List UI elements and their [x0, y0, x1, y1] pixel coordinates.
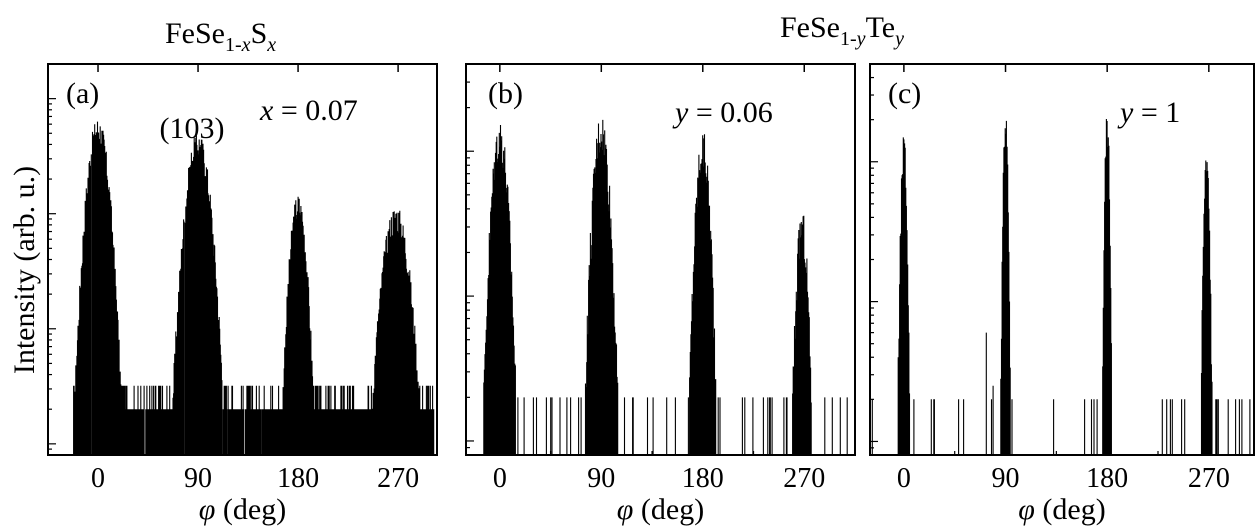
- title-right: FeSe1-yTey: [780, 11, 904, 50]
- panel-label: (b): [488, 77, 523, 110]
- x-axis-label: φ (deg): [1018, 493, 1105, 526]
- plot-frame: [869, 63, 1255, 456]
- x-tick-label: 90: [587, 463, 615, 494]
- intensity-trace: [871, 119, 1251, 455]
- x-tick-label: 270: [377, 463, 419, 494]
- x-axis-label: φ (deg): [617, 493, 704, 526]
- panel-label: (c): [888, 77, 921, 110]
- peak-label: (103): [160, 112, 225, 145]
- panel-c: 0 90 180 270 φ (deg) (c) y = 1: [869, 63, 1255, 526]
- x-tick-label: 90: [992, 463, 1020, 494]
- data-series: [483, 119, 848, 455]
- x-tick-label: 0: [897, 463, 911, 494]
- x-tick-label: 0: [493, 463, 507, 494]
- panel-b: 0 90 180 270 φ (deg) (b) y = 0.06: [465, 63, 856, 526]
- panel-a: 0 90 180 270 φ (deg) (a) x = 0.07 (103): [47, 63, 438, 526]
- title-left: FeSe1-xSx: [165, 17, 276, 56]
- panel-label: (a): [66, 77, 99, 110]
- plot-frame: [465, 63, 856, 456]
- x-tick-label: 180: [277, 463, 319, 494]
- intensity-trace: [73, 121, 435, 455]
- composition-annotation: x = 0.07: [259, 94, 358, 127]
- x-axis-label: φ (deg): [199, 493, 286, 526]
- composition-annotation: y = 0.06: [672, 96, 773, 129]
- x-tick-label: 180: [682, 463, 724, 494]
- data-series: [871, 119, 1251, 455]
- composition-annotation: y = 1: [1117, 96, 1180, 129]
- x-tick-label: 0: [91, 463, 105, 494]
- x-tick-label: 270: [783, 463, 825, 494]
- y-axis-label: Intensity (arb. u.): [8, 166, 41, 374]
- intensity-trace: [483, 119, 848, 455]
- x-tick-label: 180: [1086, 463, 1128, 494]
- x-tick-label: 270: [1188, 463, 1230, 494]
- data-series: [73, 121, 435, 455]
- x-tick-label: 90: [184, 463, 212, 494]
